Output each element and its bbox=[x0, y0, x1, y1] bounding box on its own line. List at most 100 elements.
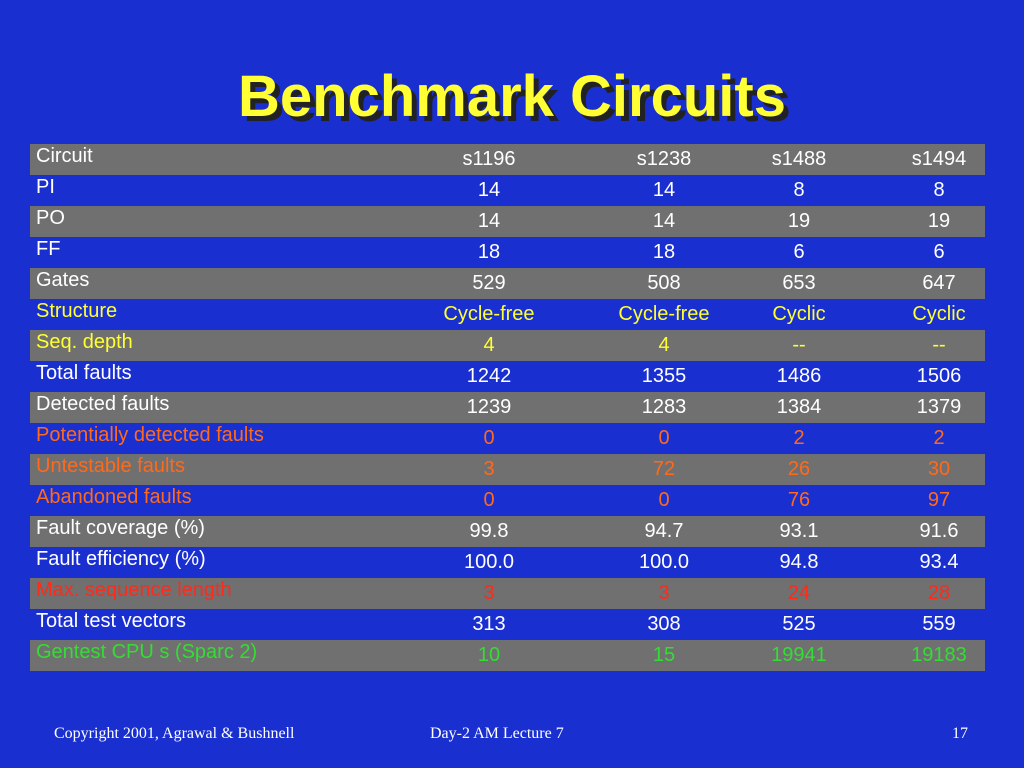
table-row: PI 14 14 8 8 bbox=[30, 175, 985, 206]
row-cell: 28 bbox=[927, 582, 951, 604]
row-label: Abandoned faults bbox=[36, 486, 192, 508]
row-cell: Cyclic bbox=[772, 303, 826, 325]
header-cell-3: s1488 bbox=[771, 148, 827, 170]
table-row: PO 14 14 19 19 bbox=[30, 206, 985, 237]
table-row: Detected faults 1239 1283 1384 1379 bbox=[30, 392, 985, 423]
row-cell: 2 bbox=[793, 427, 805, 449]
table-row: Fault coverage (%) 99.8 94.7 93.1 91.6 bbox=[30, 516, 985, 547]
row-cell: 19 bbox=[787, 210, 811, 232]
table-row: Max. sequence length 3 3 24 28 bbox=[30, 578, 985, 609]
row-cell: 30 bbox=[927, 458, 951, 480]
row-cell: 91.6 bbox=[919, 520, 959, 542]
row-cell: 100.0 bbox=[638, 551, 690, 573]
row-cell: 3 bbox=[658, 582, 670, 604]
row-cell: 559 bbox=[922, 613, 956, 635]
row-cell: 4 bbox=[658, 334, 670, 356]
row-cell: 653 bbox=[782, 272, 816, 294]
row-cell: 529 bbox=[472, 272, 506, 294]
table-row: Total test vectors 313 308 525 559 bbox=[30, 609, 985, 640]
row-label: Gates bbox=[36, 269, 90, 291]
row-cell: Cycle-free bbox=[618, 303, 710, 325]
table-row: Gentest CPU s (Sparc 2) 10 15 19941 1918… bbox=[30, 640, 985, 671]
row-cell: 8 bbox=[933, 179, 945, 201]
table-row: Seq. depth 4 4 -- -- bbox=[30, 330, 985, 361]
row-cell: 0 bbox=[658, 489, 670, 511]
row-label: PI bbox=[36, 176, 55, 198]
table-header-row: Circuit s1196 s1238 s1488 s1494 bbox=[30, 144, 985, 175]
slide-title: Benchmark Circuits bbox=[238, 64, 786, 129]
row-cell: 525 bbox=[782, 613, 816, 635]
table-row: Structure Cycle-free Cycle-free Cyclic C… bbox=[30, 299, 985, 330]
footer-lecture: Day-2 AM Lecture 7 bbox=[430, 725, 564, 742]
table-row: FF 18 18 6 6 bbox=[30, 237, 985, 268]
row-cell: 6 bbox=[793, 241, 805, 263]
row-label: Max. sequence length bbox=[36, 579, 232, 601]
row-cell: 508 bbox=[647, 272, 681, 294]
row-cell: -- bbox=[792, 334, 806, 356]
slide-number: 17 bbox=[952, 725, 968, 742]
row-cell: 3 bbox=[483, 458, 495, 480]
row-cell: 76 bbox=[787, 489, 811, 511]
header-cell-4: s1494 bbox=[911, 148, 967, 170]
row-cell: 1379 bbox=[916, 396, 962, 418]
row-cell: 93.1 bbox=[779, 520, 819, 542]
header-cell-1: s1196 bbox=[462, 148, 516, 170]
row-label: Detected faults bbox=[36, 393, 170, 415]
row-cell: 26 bbox=[787, 458, 811, 480]
row-cell: Cyclic bbox=[912, 303, 966, 325]
row-cell: 19 bbox=[927, 210, 951, 232]
row-label: Untestable faults bbox=[36, 455, 185, 477]
row-cell: 93.4 bbox=[919, 551, 959, 573]
row-cell: 1239 bbox=[466, 396, 512, 418]
row-label: Total faults bbox=[36, 362, 132, 384]
table-row: Potentially detected faults 0 0 2 2 bbox=[30, 423, 985, 454]
row-cell: 3 bbox=[483, 582, 495, 604]
row-cell: 18 bbox=[652, 241, 676, 263]
row-cell: 1384 bbox=[776, 396, 822, 418]
row-cell: 6 bbox=[933, 241, 945, 263]
row-cell: 19183 bbox=[911, 644, 967, 666]
slide-title-area: Benchmark Circuits Benchmark Circuits bbox=[0, 62, 1024, 142]
row-cell: 0 bbox=[658, 427, 670, 449]
row-cell: 14 bbox=[477, 179, 501, 201]
row-cell: 19941 bbox=[771, 644, 827, 666]
table-row: Untestable faults 3 72 26 30 bbox=[30, 454, 985, 485]
table-row: Gates 529 508 653 647 bbox=[30, 268, 985, 299]
footer-copyright: Copyright 2001, Agrawal & Bushnell bbox=[54, 725, 295, 742]
header-label: Circuit bbox=[36, 145, 93, 167]
row-cell: 1355 bbox=[641, 365, 687, 387]
row-cell: 4 bbox=[483, 334, 495, 356]
row-cell: 1242 bbox=[466, 365, 512, 387]
row-label: Gentest CPU s (Sparc 2) bbox=[36, 641, 258, 663]
row-cell: 99.8 bbox=[469, 520, 509, 542]
row-cell: 1486 bbox=[776, 365, 822, 387]
row-cell: 14 bbox=[477, 210, 501, 232]
row-cell: 72 bbox=[652, 458, 676, 480]
table-row: Total faults 1242 1355 1486 1506 bbox=[30, 361, 985, 392]
row-label: FF bbox=[36, 238, 61, 260]
row-cell: 308 bbox=[647, 613, 681, 635]
benchmark-table: Circuit s1196 s1238 s1488 s1494 PI 14 14… bbox=[30, 144, 985, 671]
row-label: Structure bbox=[36, 300, 118, 322]
row-cell: 8 bbox=[793, 179, 805, 201]
row-cell: 94.7 bbox=[644, 520, 684, 542]
row-cell: 0 bbox=[483, 427, 495, 449]
row-cell: Cycle-free bbox=[443, 303, 535, 325]
row-label: Seq. depth bbox=[36, 331, 133, 353]
row-cell: 14 bbox=[652, 179, 676, 201]
table-row: Fault efficiency (%) 100.0 100.0 94.8 93… bbox=[30, 547, 985, 578]
row-label: Potentially detected faults bbox=[36, 424, 264, 446]
row-cell: 647 bbox=[922, 272, 956, 294]
row-cell: -- bbox=[932, 334, 946, 356]
row-cell: 1506 bbox=[916, 365, 962, 387]
row-cell: 97 bbox=[927, 489, 951, 511]
row-label: Fault efficiency (%) bbox=[36, 548, 206, 570]
table-row: Abandoned faults 0 0 76 97 bbox=[30, 485, 985, 516]
row-cell: 100.0 bbox=[463, 551, 515, 573]
row-cell: 0 bbox=[483, 489, 495, 511]
row-label: PO bbox=[36, 207, 65, 229]
row-cell: 14 bbox=[652, 210, 676, 232]
row-cell: 24 bbox=[787, 582, 811, 604]
row-cell: 1283 bbox=[641, 396, 687, 418]
header-cell-2: s1238 bbox=[636, 148, 692, 170]
